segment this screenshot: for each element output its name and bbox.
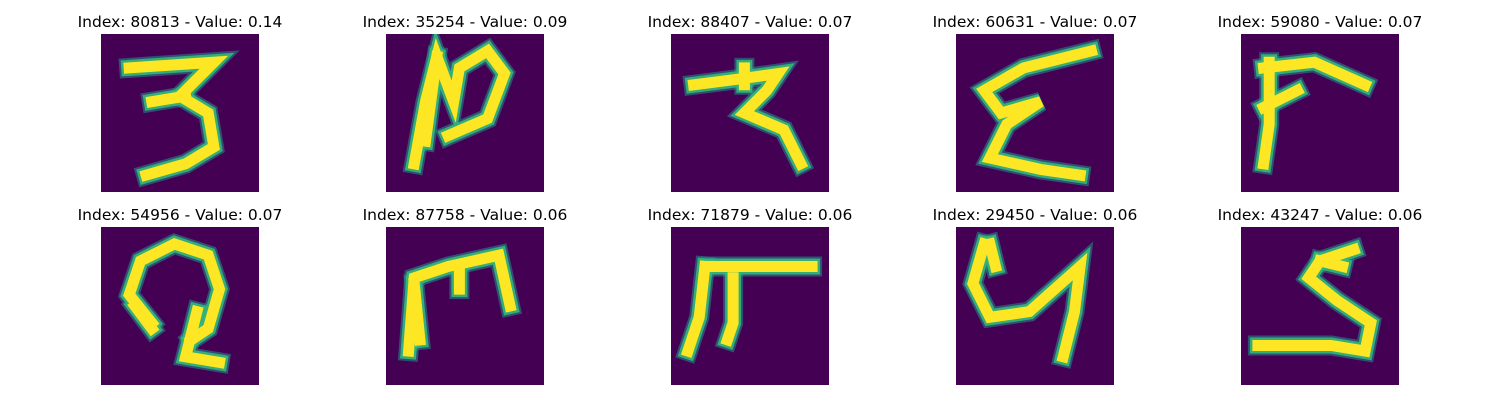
panel-title: Index: 35254 - Value: 0.09 xyxy=(362,13,568,31)
glyph-stroke xyxy=(127,298,160,337)
image-panel: Index: 29450 - Value: 0.06 xyxy=(915,205,1155,385)
glyph-image xyxy=(671,227,829,385)
glyph-stroke xyxy=(720,272,739,347)
image-panel: Index: 88407 - Value: 0.07 xyxy=(630,12,870,192)
glyph-stroke xyxy=(145,89,192,109)
glyph-stroke xyxy=(687,66,809,172)
image-panel: Index: 87758 - Value: 0.06 xyxy=(345,205,585,385)
glyph-image xyxy=(386,227,544,385)
glyph-image xyxy=(956,227,1114,385)
glyph-stroke xyxy=(967,237,1088,364)
panel-title: Index: 88407 - Value: 0.07 xyxy=(647,13,853,31)
glyph-stroke xyxy=(1257,56,1275,171)
panel-title: Index: 43247 - Value: 0.06 xyxy=(1217,206,1423,224)
glyph-stroke xyxy=(680,260,711,359)
glyph-image xyxy=(1241,34,1399,192)
glyph-image xyxy=(101,34,259,192)
panel-title: Index: 71879 - Value: 0.06 xyxy=(647,206,853,224)
glyph-stroke xyxy=(419,50,443,148)
glyph-stroke xyxy=(983,237,1003,274)
glyph-stroke xyxy=(408,277,426,346)
panel-title: Index: 60631 - Value: 0.07 xyxy=(932,13,1138,31)
panel-title: Index: 87758 - Value: 0.06 xyxy=(362,206,568,224)
glyph-stroke xyxy=(976,44,1099,182)
image-panel: Index: 60631 - Value: 0.07 xyxy=(915,12,1155,192)
glyph-image xyxy=(671,34,829,192)
glyph-stroke xyxy=(1313,254,1350,274)
panel-title: Index: 59080 - Value: 0.07 xyxy=(1217,13,1423,31)
glyph-image xyxy=(956,34,1114,192)
glyph-stroke xyxy=(1257,56,1373,93)
glyph-stroke xyxy=(1256,83,1305,115)
image-panel: Index: 59080 - Value: 0.07 xyxy=(1200,12,1440,192)
glyph-image xyxy=(386,34,544,192)
glyph-image xyxy=(1241,227,1399,385)
image-panel: Index: 54956 - Value: 0.07 xyxy=(60,205,300,385)
image-panel: Index: 35254 - Value: 0.09 xyxy=(345,12,585,192)
panel-title: Index: 54956 - Value: 0.07 xyxy=(77,206,283,224)
image-panel: Index: 71879 - Value: 0.06 xyxy=(630,205,870,385)
image-panel: Index: 43247 - Value: 0.06 xyxy=(1200,205,1440,385)
glyph-stroke xyxy=(178,304,226,369)
glyph-image xyxy=(101,227,259,385)
glyph-stroke xyxy=(123,237,226,348)
glyph-stroke xyxy=(123,55,229,182)
panel-title: Index: 29450 - Value: 0.06 xyxy=(932,206,1138,224)
image-panel: Index: 80813 - Value: 0.14 xyxy=(60,12,300,192)
panel-title: Index: 80813 - Value: 0.14 xyxy=(77,13,283,31)
